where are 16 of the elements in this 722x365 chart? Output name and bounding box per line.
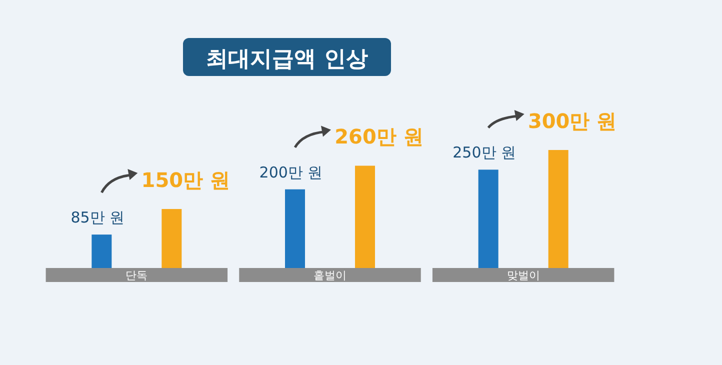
data-label: 85만 원: [70, 208, 125, 227]
bar: [285, 189, 305, 268]
data-label: 150만 원: [141, 168, 230, 192]
bar: [355, 166, 375, 268]
x-tick-label: 홑벌이: [314, 269, 346, 282]
data-label: 250만 원: [452, 144, 516, 162]
x-tick-label: 맞벌이: [506, 269, 540, 282]
x-tick-label: 단독: [126, 269, 148, 282]
data-label: 200만 원: [259, 163, 323, 182]
bar: [92, 234, 112, 268]
chart-title: 최대지급액 인상: [206, 47, 368, 72]
bar: [478, 170, 498, 268]
data-label: 260만 원: [334, 124, 424, 149]
data-label: 300만 원: [528, 109, 617, 133]
bar: [548, 150, 568, 268]
bar: [162, 209, 182, 268]
